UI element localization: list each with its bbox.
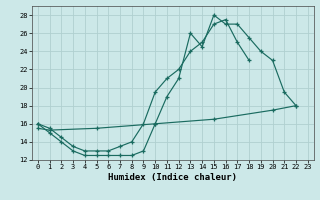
X-axis label: Humidex (Indice chaleur): Humidex (Indice chaleur)	[108, 173, 237, 182]
